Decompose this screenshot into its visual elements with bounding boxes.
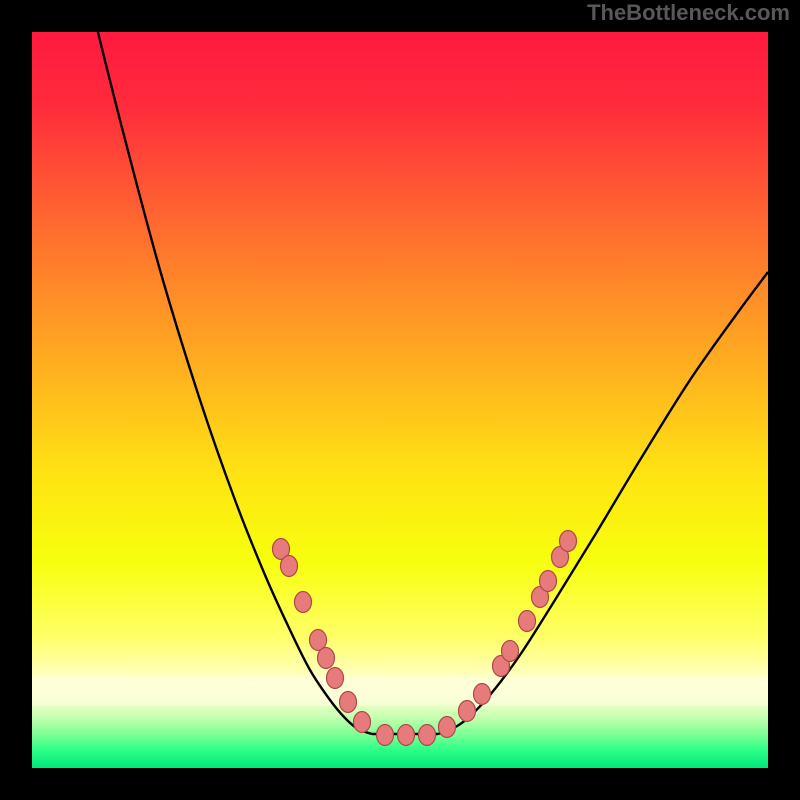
data-marker bbox=[540, 571, 557, 592]
highlight-band bbox=[32, 676, 768, 705]
data-marker bbox=[354, 712, 371, 733]
chart-canvas bbox=[0, 0, 800, 800]
data-marker bbox=[340, 692, 357, 713]
data-marker bbox=[560, 531, 577, 552]
data-marker bbox=[502, 641, 519, 662]
data-marker bbox=[419, 725, 436, 746]
data-marker bbox=[459, 701, 476, 722]
data-marker bbox=[474, 684, 491, 705]
data-marker bbox=[519, 611, 536, 632]
data-marker bbox=[377, 725, 394, 746]
watermark-text: TheBottleneck.com bbox=[587, 0, 790, 26]
plot-area bbox=[32, 32, 768, 768]
data-marker bbox=[318, 648, 335, 669]
data-marker bbox=[295, 592, 312, 613]
data-marker bbox=[398, 725, 415, 746]
data-marker bbox=[281, 556, 298, 577]
data-marker bbox=[439, 717, 456, 738]
data-marker bbox=[327, 668, 344, 689]
